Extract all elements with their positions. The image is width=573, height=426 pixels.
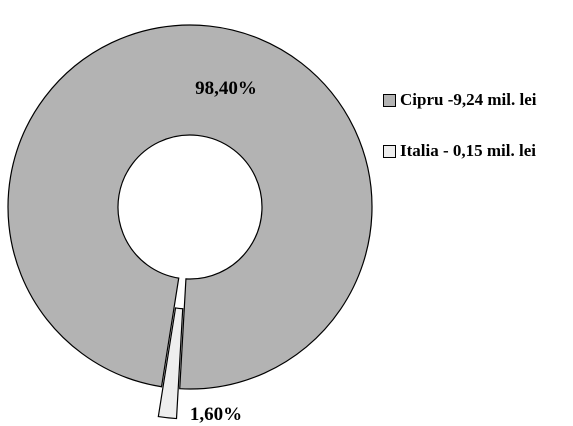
donut-slice-0	[7, 24, 373, 390]
data-label-italia: 1,60%	[190, 404, 242, 425]
legend-label-italia: Italia - 0,15 mil. lei	[400, 141, 536, 160]
legend-swatch-cipru	[383, 93, 396, 107]
data-label-cipru: 98,40%	[195, 78, 257, 99]
donut-slice-1	[157, 307, 184, 420]
legend: Cipru -9,24 mil. lei Italia - 0,15 mil. …	[383, 90, 536, 192]
legend-item-italia: Italia - 0,15 mil. lei	[383, 141, 536, 161]
legend-item-cipru: Cipru -9,24 mil. lei	[383, 90, 536, 110]
legend-label-cipru: Cipru -9,24 mil. lei	[400, 90, 537, 109]
legend-swatch-italia	[383, 144, 396, 158]
